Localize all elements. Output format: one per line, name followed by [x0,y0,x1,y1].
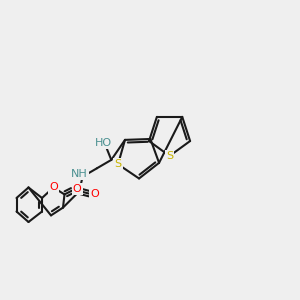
Text: S: S [166,151,173,161]
Text: S: S [114,159,122,169]
Text: O: O [90,189,99,199]
Text: O: O [49,182,58,193]
Text: NH: NH [71,169,88,179]
Text: HO: HO [95,137,112,148]
Text: O: O [73,184,82,194]
